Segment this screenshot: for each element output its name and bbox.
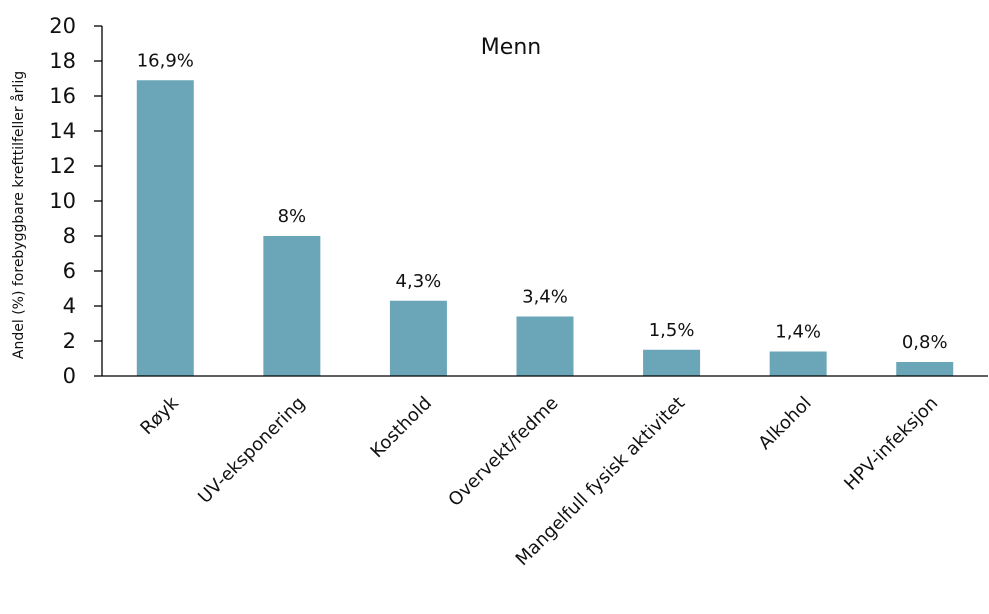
x-tick-label: Alkohol bbox=[754, 393, 815, 454]
bar bbox=[896, 362, 954, 376]
y-axis-label: Andel (%) forebyggbare krefttilfeller år… bbox=[10, 71, 27, 359]
data-labels: 16,9% 8% 4,3% 3,4% 1,5% 1,4% 0,8% bbox=[137, 50, 948, 353]
data-label: 1,5% bbox=[649, 320, 695, 341]
x-tick-label: HPV-infeksjon bbox=[840, 393, 942, 495]
x-axis: Røyk UV-eksponering Kosthold Overvekt/fedme… bbox=[136, 392, 942, 570]
y-tick-label: 4 bbox=[63, 294, 76, 318]
bar bbox=[516, 316, 574, 376]
bar bbox=[643, 349, 701, 376]
y-tick-label: 20 bbox=[49, 14, 76, 38]
y-tick-label: 2 bbox=[63, 329, 76, 353]
bars bbox=[136, 80, 954, 376]
x-tick-label: Røyk bbox=[136, 392, 183, 439]
y-tick-label: 14 bbox=[49, 119, 76, 143]
bar bbox=[769, 351, 827, 376]
y-axis: 0 2 4 6 8 10 12 14 16 18 20 bbox=[49, 14, 102, 388]
y-tick-label: 10 bbox=[49, 189, 76, 213]
y-tick-label: 8 bbox=[63, 224, 76, 248]
y-tick-label: 6 bbox=[63, 259, 76, 283]
bar bbox=[263, 236, 321, 376]
bar bbox=[136, 80, 194, 376]
x-tick-label: UV-eksponering bbox=[194, 393, 309, 508]
y-tick-label: 18 bbox=[49, 49, 76, 73]
x-tick-label: Kosthold bbox=[367, 393, 436, 462]
data-label: 0,8% bbox=[902, 332, 948, 353]
y-tick-label: 0 bbox=[63, 364, 76, 388]
y-tick-label: 16 bbox=[49, 84, 76, 108]
data-label: 4,3% bbox=[396, 271, 442, 292]
bar bbox=[389, 300, 447, 376]
data-label: 16,9% bbox=[137, 50, 194, 71]
y-tick-label: 12 bbox=[49, 154, 76, 178]
data-label: 8% bbox=[278, 206, 307, 227]
x-tick-label: Overvekt/fedme bbox=[444, 393, 562, 511]
data-label: 1,4% bbox=[775, 322, 821, 343]
chart-title: Menn bbox=[481, 35, 541, 60]
data-label: 3,4% bbox=[522, 287, 568, 308]
